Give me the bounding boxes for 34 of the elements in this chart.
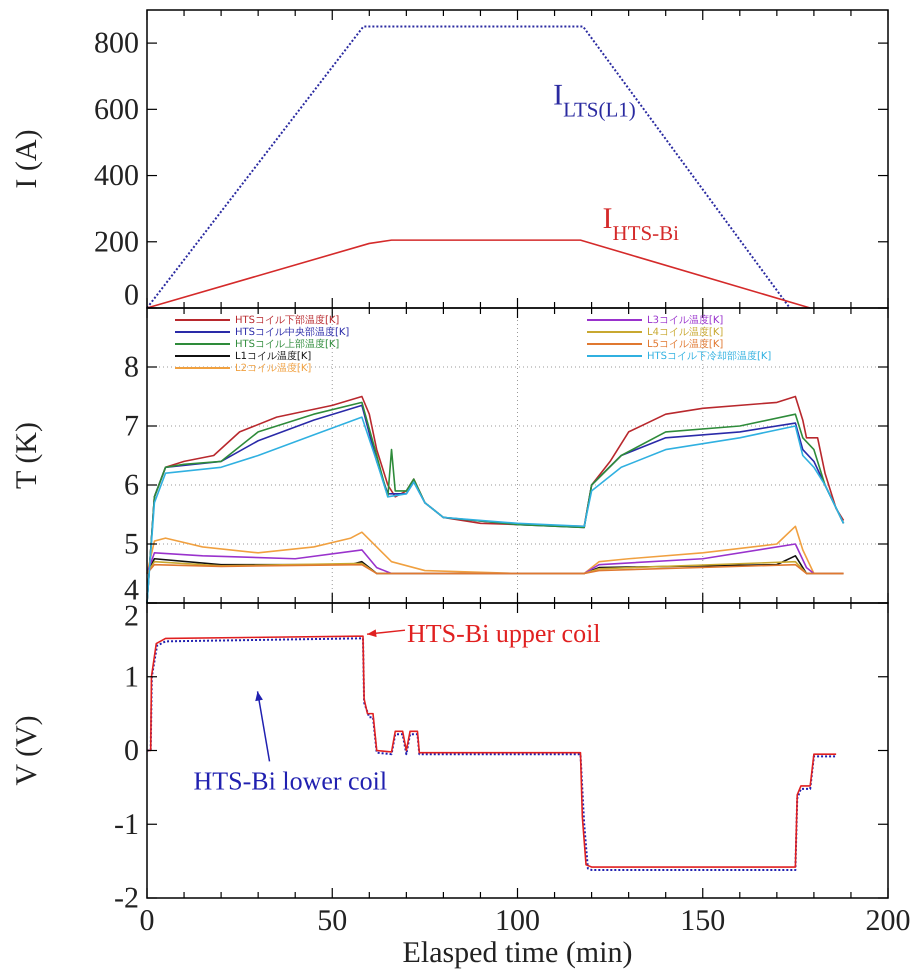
text: L5コイル温度[K] bbox=[647, 338, 724, 350]
x-tick-label: 150 bbox=[680, 904, 726, 937]
y-tick-label: 7 bbox=[124, 410, 139, 442]
y-tick-label: 200 bbox=[94, 225, 139, 258]
y-tick-label: 600 bbox=[94, 92, 139, 126]
x-tick-label: 50 bbox=[317, 904, 348, 937]
x-tick-label: 200 bbox=[866, 904, 910, 937]
y-tick-label: -1 bbox=[114, 808, 139, 841]
y-axis-title: I (A) bbox=[10, 129, 43, 189]
text: HTSコイル上部温度[K] bbox=[235, 338, 340, 350]
y-tick-label: 6 bbox=[124, 468, 139, 502]
text: L2コイル温度[K] bbox=[235, 362, 312, 374]
text: HTSコイル中央部温度[K] bbox=[235, 326, 350, 338]
y-tick-label: 5 bbox=[124, 528, 139, 560]
y-axis-title: V (V) bbox=[10, 715, 43, 786]
x-tick-label: 100 bbox=[495, 904, 540, 937]
y-axis-title: T (K) bbox=[10, 422, 43, 489]
text: HTSコイル下部温度[K] bbox=[235, 314, 340, 326]
y-tick-label: -2 bbox=[114, 882, 139, 914]
text: L3コイル温度[K] bbox=[647, 314, 724, 326]
y-tick-label: 0 bbox=[124, 278, 139, 312]
text: L1コイル温度[K] bbox=[235, 350, 312, 362]
y-tick-label: 8 bbox=[124, 350, 139, 384]
series-label: I$_{HTS-Bi}$ bbox=[602, 202, 680, 246]
series-label: HTS-Bi lower coil bbox=[194, 766, 388, 796]
text: L4コイル温度[K] bbox=[647, 326, 724, 338]
x-axis-title: Elasped time (min) bbox=[402, 936, 632, 969]
legend-label: HTS-Bi upper coil bbox=[407, 619, 601, 648]
y-tick-label: 400 bbox=[94, 159, 139, 192]
y-tick-label: 0 bbox=[124, 734, 139, 767]
text: HTSコイル下冷却部温度[K] bbox=[647, 350, 772, 362]
y-tick-label: 800 bbox=[94, 26, 139, 60]
series-label: I$_{LTS(L1)}$ bbox=[553, 78, 636, 122]
y-tick-label: 1 bbox=[124, 660, 139, 694]
